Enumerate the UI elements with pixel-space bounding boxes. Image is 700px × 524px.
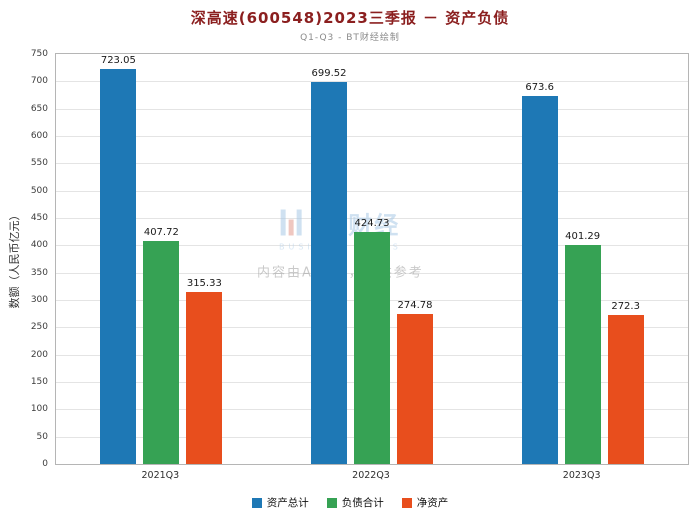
legend-label: 资产总计: [266, 497, 309, 509]
bar: [397, 313, 433, 464]
bar-value-label: 723.05: [100, 54, 136, 66]
bar-value-label: 272.3: [611, 301, 640, 313]
gridline: [56, 163, 688, 165]
bar: [143, 241, 180, 464]
bar: [354, 231, 390, 464]
gridline: [56, 108, 688, 110]
y-tick-label: 650: [30, 103, 48, 114]
y-tick-label: 550: [30, 158, 48, 169]
legend-item: 负债合计: [326, 495, 384, 510]
y-tick-label: 200: [30, 349, 48, 360]
gridline: [56, 218, 688, 219]
y-tick-label: 400: [30, 240, 48, 251]
bar: [521, 95, 558, 464]
legend-label: 负债合计: [341, 497, 384, 509]
y-tick-label: 750: [30, 49, 48, 59]
legend-swatch: [326, 497, 337, 508]
y-tick-label: 350: [30, 267, 48, 278]
legend: 资产总计 负债合计 净资产: [0, 495, 700, 510]
y-tick-label: 600: [30, 131, 48, 141]
bar: [607, 315, 644, 464]
bar-value-label: 401.29: [565, 230, 601, 242]
legend-label: 净资产: [416, 497, 449, 509]
bar-value-label: 274.78: [397, 299, 433, 311]
x-tick-label: 2022Q3: [352, 470, 390, 481]
bar-value-label: 673.6: [525, 81, 554, 93]
legend-item: 资产总计: [251, 495, 309, 510]
gridline: [56, 81, 688, 83]
bar-value-label: 315.33: [186, 277, 222, 289]
chart-title: 深高速(600548)2023三季报 － 资产负债: [190, 9, 510, 27]
x-tick-label: 2023Q3: [562, 470, 601, 481]
chart-subtitle: Q1-Q3 - BT财经绘制: [300, 33, 400, 43]
y-tick-label: 500: [30, 185, 48, 196]
bar-value-label: 424.73: [354, 217, 390, 229]
bar: [564, 244, 601, 464]
bar: [186, 291, 223, 464]
legend-item: 净资产: [401, 495, 449, 510]
legend-swatch: [251, 497, 262, 508]
y-tick-label: 700: [30, 76, 48, 87]
y-tick-label: 50: [36, 431, 48, 442]
y-tick-label: 0: [42, 459, 48, 469]
bar: [100, 68, 137, 464]
plot-area: BT财经 BUSINESS TIMES 内容由AI生成，仅供参考 723.054…: [55, 53, 689, 465]
y-tick-label: 150: [30, 377, 48, 387]
y-tick-label: 450: [30, 213, 48, 223]
x-tick-label: 2021Q3: [141, 470, 180, 481]
y-tick-label: 300: [30, 295, 48, 305]
y-tick-label: 100: [30, 404, 48, 415]
gridline: [56, 136, 688, 137]
y-tick-label: 250: [30, 322, 48, 333]
legend-swatch: [401, 497, 412, 508]
y-axis-label: 数额（人民币亿元）: [8, 209, 21, 309]
bar-value-label: 407.72: [143, 227, 179, 239]
gridline: [56, 190, 688, 192]
bar: [311, 81, 347, 464]
bar-value-label: 699.52: [311, 67, 347, 79]
bt-logo-icon: [280, 209, 302, 236]
